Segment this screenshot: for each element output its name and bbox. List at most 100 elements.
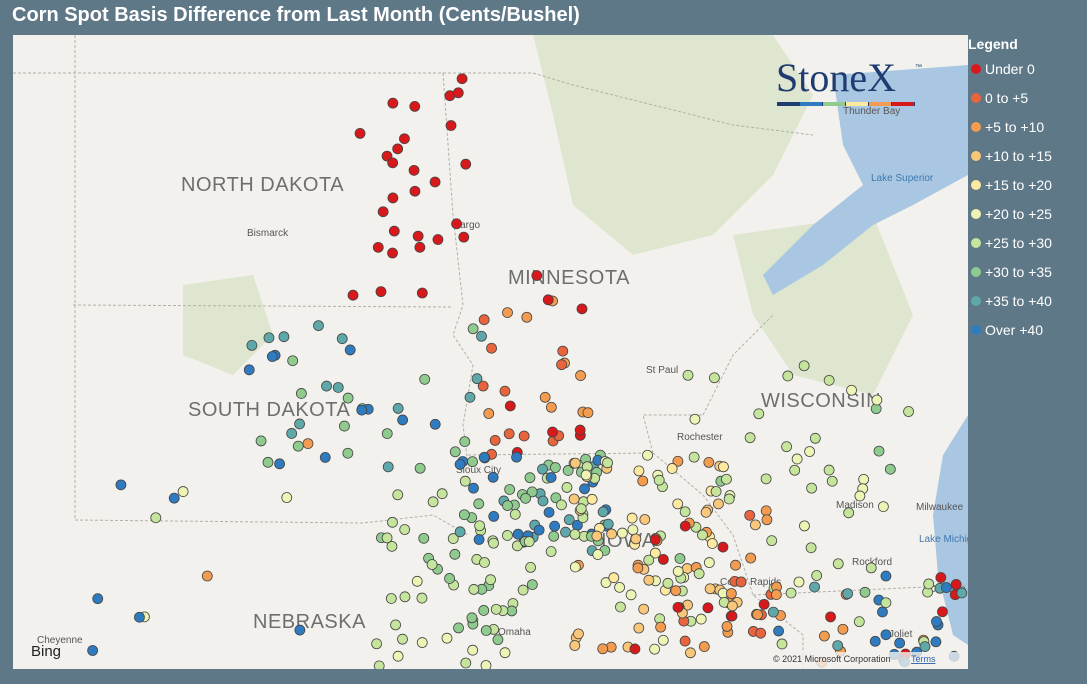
location-dot[interactable] — [752, 609, 763, 620]
location-dot[interactable] — [387, 247, 398, 259]
location-dot[interactable] — [805, 542, 817, 554]
location-dot[interactable] — [486, 342, 497, 354]
location-dot[interactable] — [832, 558, 844, 570]
location-dot[interactable] — [397, 414, 409, 426]
location-dot[interactable] — [688, 451, 700, 463]
location-dot[interactable] — [87, 645, 99, 656]
location-dot[interactable] — [503, 428, 515, 440]
location-dot[interactable] — [525, 561, 536, 573]
location-dot[interactable] — [408, 164, 420, 176]
location-dot[interactable] — [286, 428, 298, 439]
location-dot[interactable] — [825, 611, 836, 623]
location-dot[interactable] — [409, 100, 421, 112]
location-dot[interactable] — [657, 634, 669, 646]
location-dot[interactable] — [806, 482, 818, 494]
location-dot[interactable] — [201, 570, 213, 582]
location-dot[interactable] — [809, 432, 821, 444]
location-dot[interactable] — [263, 332, 275, 344]
location-dot[interactable] — [586, 493, 598, 505]
legend-item[interactable]: +35 to +40 — [968, 286, 1052, 315]
location-dot[interactable] — [685, 647, 696, 659]
location-dot[interactable] — [467, 644, 479, 656]
location-dot[interactable] — [811, 570, 823, 581]
location-dot[interactable] — [767, 606, 779, 618]
legend-item[interactable]: +10 to +15 — [968, 141, 1052, 170]
location-dot[interactable] — [563, 514, 575, 526]
location-dot[interactable] — [381, 428, 393, 440]
location-dot[interactable] — [744, 432, 756, 444]
location-dot[interactable] — [427, 496, 439, 508]
location-dot[interactable] — [537, 495, 549, 507]
location-dot[interactable] — [392, 489, 404, 501]
location-dot[interactable] — [682, 369, 694, 381]
location-dot[interactable] — [266, 351, 278, 362]
location-dot[interactable] — [429, 418, 441, 430]
location-dot[interactable] — [884, 463, 896, 475]
location-dot[interactable] — [292, 440, 304, 452]
location-dot[interactable] — [706, 538, 718, 549]
location-dot[interactable] — [509, 508, 521, 520]
location-dot[interactable] — [597, 643, 609, 655]
location-dot[interactable] — [877, 606, 888, 618]
location-dot[interactable] — [543, 506, 555, 518]
location-dot[interactable] — [823, 374, 835, 386]
location-dot[interactable] — [745, 552, 757, 564]
location-dot[interactable] — [545, 546, 557, 557]
location-dot[interactable] — [492, 634, 504, 646]
location-dot[interactable] — [721, 620, 733, 632]
location-dot[interactable] — [649, 547, 661, 559]
location-dot[interactable] — [278, 331, 290, 343]
location-dot[interactable] — [700, 506, 712, 518]
location-dot[interactable] — [452, 87, 464, 99]
location-dot[interactable] — [454, 526, 466, 538]
location-dot[interactable] — [387, 97, 399, 109]
location-dot[interactable] — [411, 575, 423, 587]
location-dot[interactable] — [488, 537, 499, 549]
location-dot[interactable] — [168, 492, 180, 504]
location-dot[interactable] — [871, 394, 883, 406]
location-dot[interactable] — [332, 382, 344, 393]
location-dot[interactable] — [458, 509, 470, 521]
location-dot[interactable] — [804, 446, 816, 457]
location-dot[interactable] — [397, 633, 408, 645]
location-dot[interactable] — [625, 589, 637, 601]
location-dot[interactable] — [342, 447, 354, 459]
location-dot[interactable] — [832, 640, 844, 651]
location-dot[interactable] — [372, 241, 384, 253]
location-dot[interactable] — [799, 520, 810, 532]
location-dot[interactable] — [894, 637, 906, 649]
location-dot[interactable] — [466, 612, 478, 624]
location-dot[interactable] — [726, 610, 738, 622]
location-dot[interactable] — [672, 455, 684, 467]
location-dot[interactable] — [718, 461, 729, 473]
location-dot[interactable] — [444, 573, 455, 584]
location-dot[interactable] — [602, 457, 613, 469]
location-dot[interactable] — [274, 458, 285, 470]
location-dot[interactable] — [639, 514, 651, 525]
location-dot[interactable] — [504, 484, 516, 495]
location-dot[interactable] — [478, 451, 490, 463]
location-dot[interactable] — [549, 520, 561, 532]
location-dot[interactable] — [602, 518, 614, 530]
location-dot[interactable] — [697, 529, 708, 541]
location-dot[interactable] — [818, 630, 830, 642]
location-dot[interactable] — [545, 472, 557, 483]
location-dot[interactable] — [826, 475, 838, 487]
location-dot[interactable] — [703, 557, 715, 568]
location-dot[interactable] — [399, 133, 410, 145]
location-dot[interactable] — [649, 534, 661, 546]
location-dot[interactable] — [576, 303, 588, 315]
location-dot[interactable] — [704, 583, 716, 595]
location-dot[interactable] — [710, 486, 722, 497]
location-dot[interactable] — [753, 408, 765, 420]
location-dot[interactable] — [880, 629, 892, 641]
location-dot[interactable] — [454, 458, 466, 470]
location-dot[interactable] — [548, 530, 560, 542]
location-dot[interactable] — [560, 526, 571, 538]
location-dot[interactable] — [773, 625, 784, 637]
location-dot[interactable] — [480, 625, 492, 636]
location-dot[interactable] — [387, 192, 399, 204]
location-dot[interactable] — [865, 562, 877, 574]
location-dot[interactable] — [877, 501, 889, 512]
location-dot[interactable] — [429, 176, 441, 188]
